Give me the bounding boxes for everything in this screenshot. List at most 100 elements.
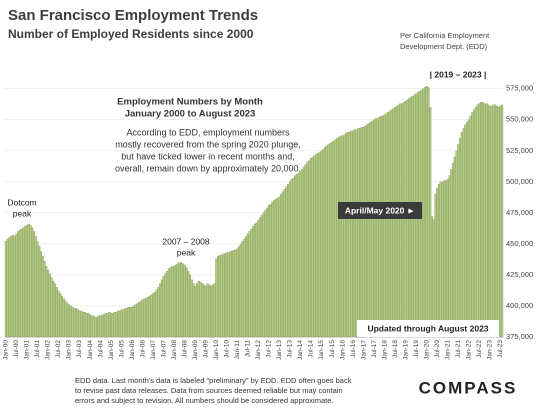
bar <box>155 289 158 338</box>
bar <box>332 140 335 338</box>
bar <box>374 118 377 338</box>
bar <box>262 212 265 338</box>
annotation: peak <box>13 208 32 218</box>
bar <box>192 283 195 338</box>
bar <box>276 197 279 338</box>
bar <box>201 283 204 338</box>
bar <box>29 225 32 338</box>
bar <box>60 295 64 338</box>
bar <box>469 115 472 338</box>
bar <box>376 118 379 338</box>
bar <box>220 254 223 338</box>
bar <box>127 307 130 338</box>
bar <box>66 303 69 338</box>
bar <box>390 109 393 338</box>
bar <box>273 200 276 338</box>
bar <box>229 251 232 338</box>
bar <box>422 88 425 338</box>
bar <box>74 308 78 338</box>
bar <box>327 144 330 338</box>
box-text: According to EDD, employment numbers <box>126 127 290 137</box>
bar <box>18 230 21 338</box>
bar <box>64 300 67 338</box>
bar <box>494 104 497 338</box>
bar <box>164 273 167 338</box>
bar <box>206 283 209 338</box>
bar <box>224 253 227 338</box>
bar <box>253 223 256 338</box>
bar <box>225 252 228 338</box>
bar <box>353 129 356 338</box>
bar <box>15 233 18 338</box>
bar <box>464 124 467 338</box>
bar <box>285 186 288 338</box>
bar <box>148 295 151 338</box>
bar <box>443 180 446 338</box>
x-tick-label: Jul-10 <box>224 340 231 358</box>
bar <box>352 130 355 338</box>
bar <box>110 313 113 338</box>
bar <box>357 128 360 338</box>
annotation: | 2019 – 2023 | <box>430 69 487 79</box>
bar <box>46 269 50 338</box>
bar <box>108 311 111 338</box>
bar <box>297 172 300 338</box>
x-tick-label: Jul-23 <box>497 340 504 358</box>
y-tick-label: 425,000 <box>506 270 533 279</box>
bar <box>288 181 291 338</box>
x-tick-label: Jul-04 <box>97 340 104 358</box>
bar <box>280 194 283 338</box>
x-tick-label: Jan-22 <box>466 340 473 360</box>
bar <box>143 298 146 338</box>
bar <box>62 298 65 338</box>
footnote: to revise past data releases. Data from … <box>75 386 343 395</box>
bar <box>138 302 141 338</box>
x-tick-label: Jan-18 <box>381 340 388 360</box>
bar <box>429 107 432 338</box>
bar <box>336 138 339 338</box>
bar <box>392 108 395 338</box>
bar <box>124 308 127 338</box>
y-tick-label: 400,000 <box>506 301 533 310</box>
bar <box>302 166 306 338</box>
bar <box>78 310 81 338</box>
bar <box>437 184 441 338</box>
chart-subtitle: Number of Employed Residents since 2000 <box>8 27 254 41</box>
bar <box>131 307 134 338</box>
bar <box>122 309 125 338</box>
bar <box>10 236 13 338</box>
bar <box>397 104 400 338</box>
bar <box>439 181 442 338</box>
bar <box>125 308 128 338</box>
bar <box>171 266 174 338</box>
bar <box>178 262 181 338</box>
bar <box>218 254 221 338</box>
bar <box>8 237 11 338</box>
bar <box>330 141 334 338</box>
bar <box>71 307 74 338</box>
x-tick-label: Jan-21 <box>444 340 451 360</box>
bar <box>69 305 72 338</box>
bar <box>150 294 153 338</box>
x-tick-label: Jul-12 <box>266 340 273 358</box>
bar <box>245 236 248 338</box>
footnote: errors and subject to revision. All numb… <box>75 396 333 405</box>
bar <box>43 261 46 338</box>
y-tick-label: 500,000 <box>506 177 533 186</box>
x-tick-label: Jul-16 <box>350 340 357 358</box>
chart-title: San Francisco Employment Trends <box>8 7 258 24</box>
bar <box>304 164 307 338</box>
bar <box>115 311 118 338</box>
x-tick-label: Jan-14 <box>297 340 304 360</box>
bar <box>432 218 435 338</box>
bar <box>209 285 213 338</box>
bar <box>208 284 211 338</box>
x-tick-label: Jul-22 <box>476 340 483 358</box>
bar <box>369 122 372 338</box>
bar <box>113 311 116 338</box>
bar <box>483 103 486 338</box>
bar <box>388 110 391 338</box>
bar <box>169 267 172 338</box>
bar <box>345 133 348 338</box>
bar <box>323 146 327 338</box>
